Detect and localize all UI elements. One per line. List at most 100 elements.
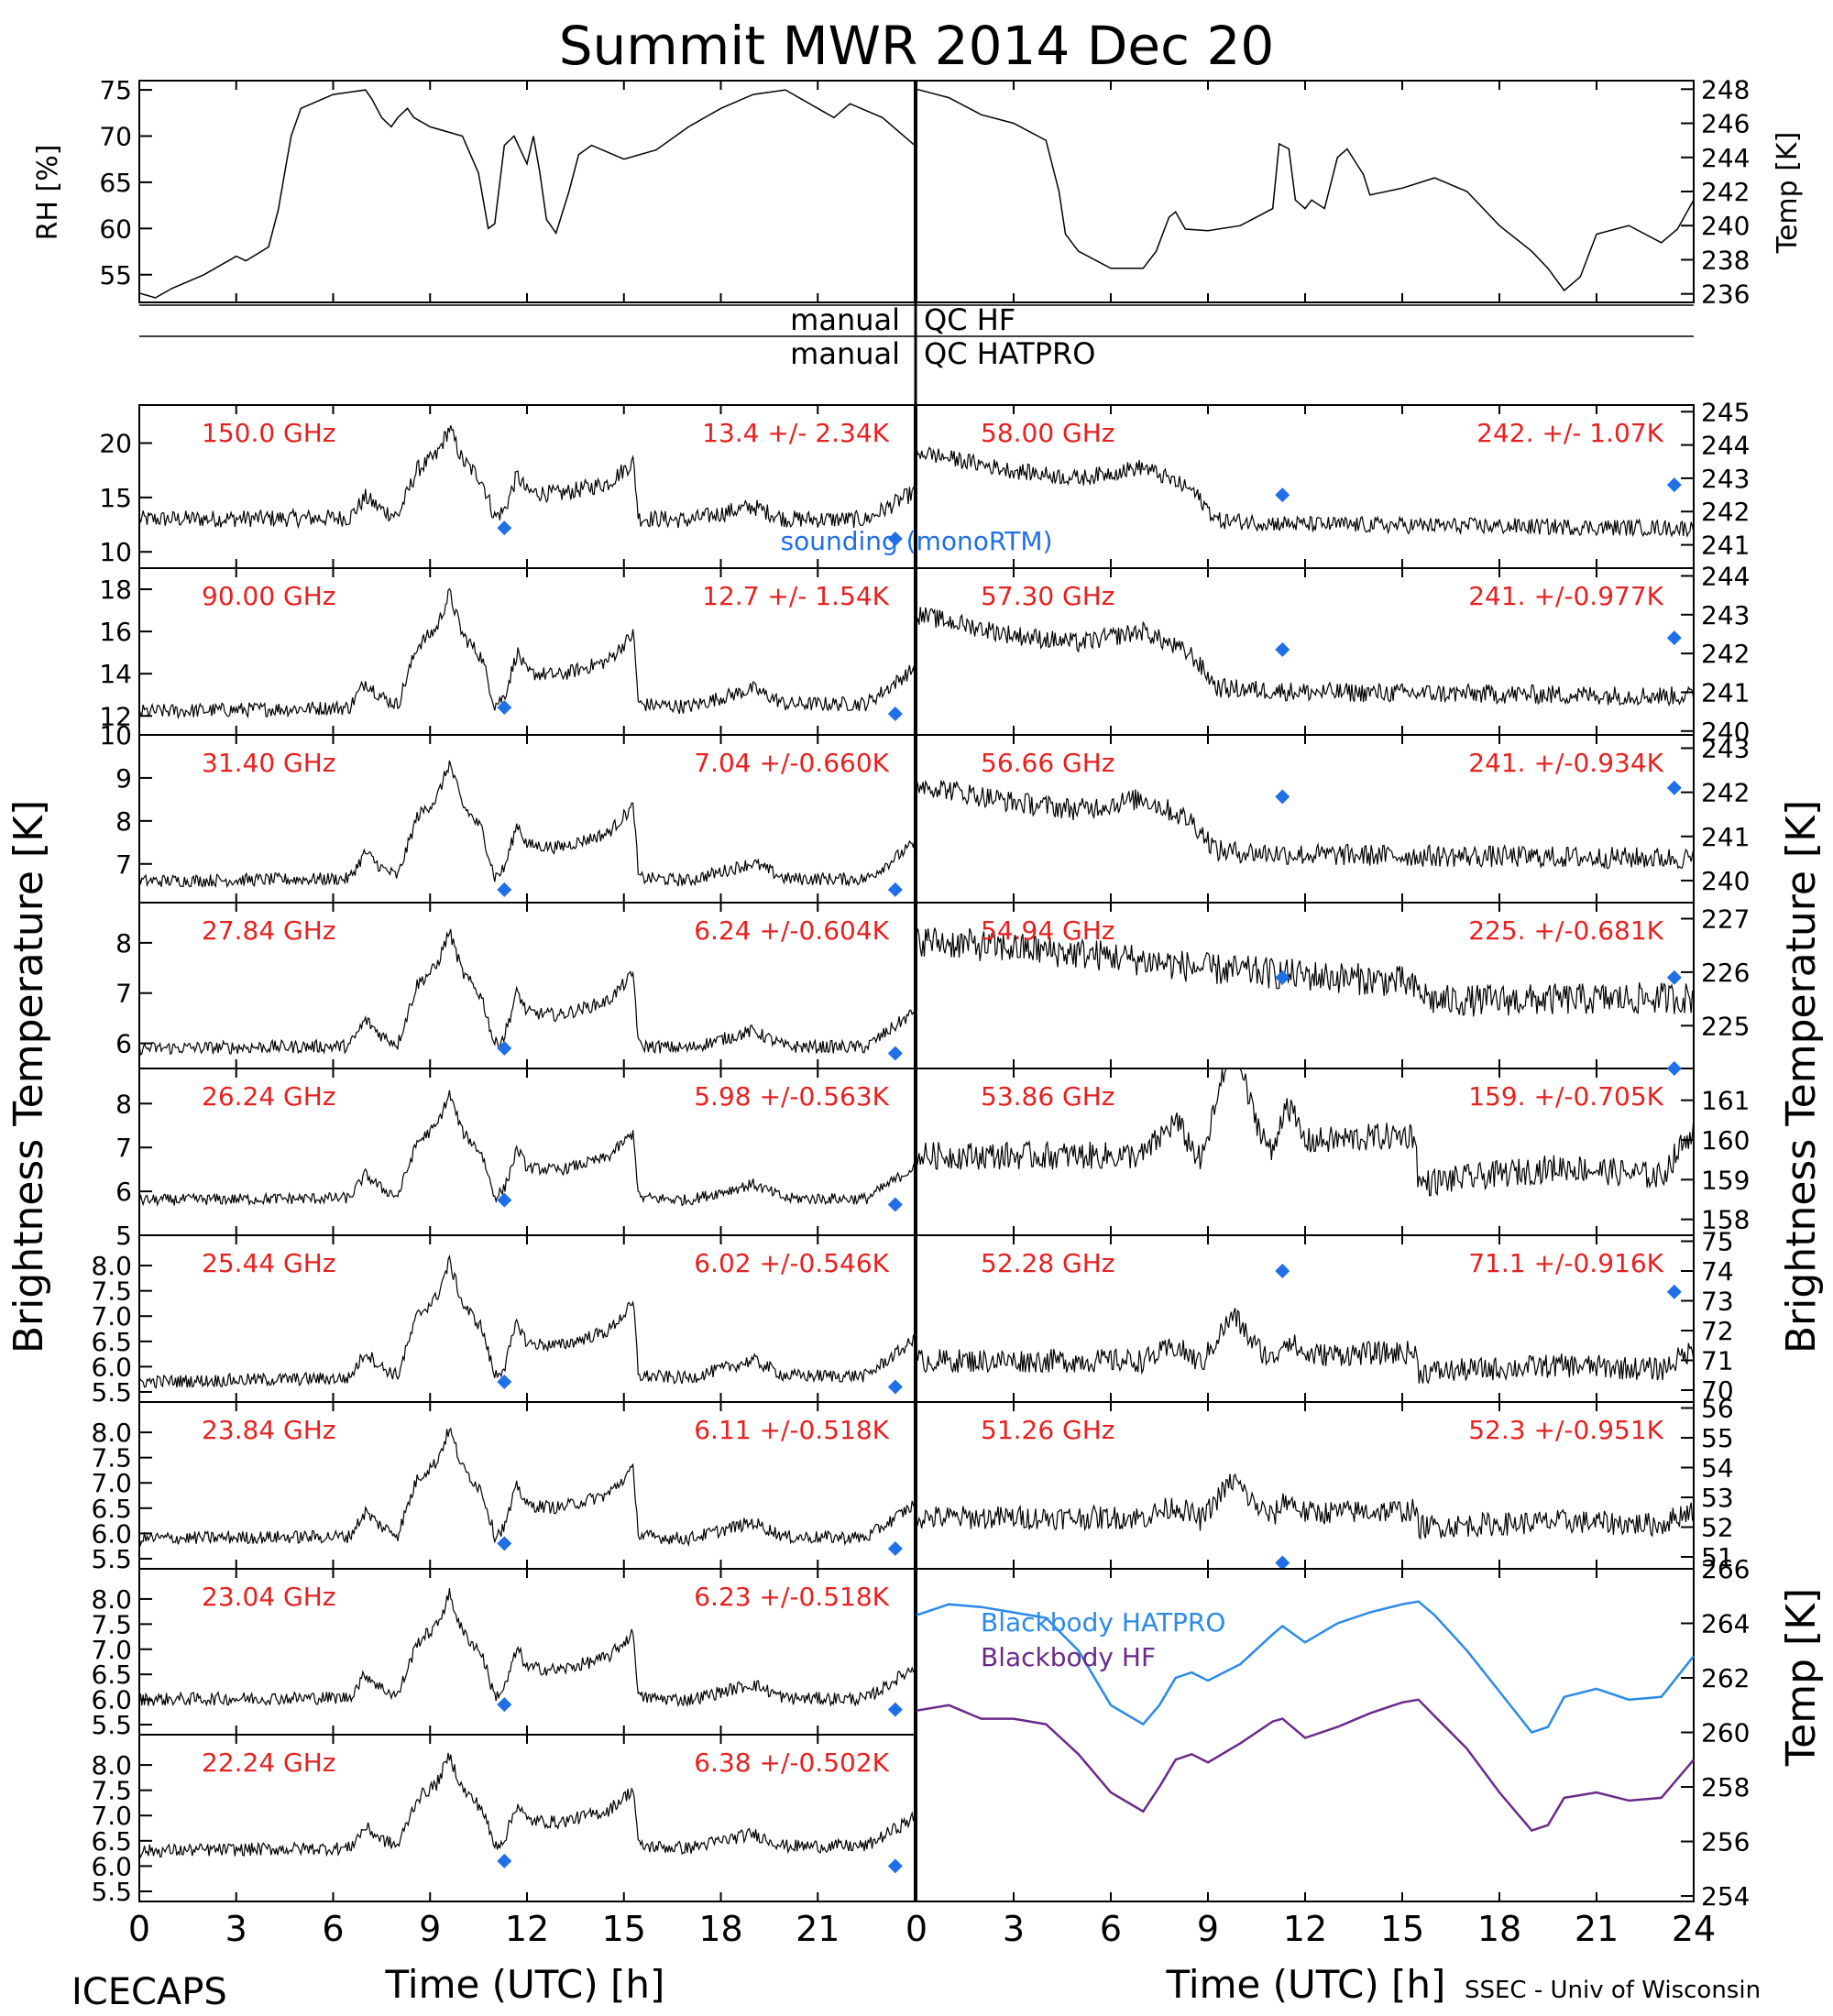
ch-3140-freq-label: 31.40 GHz xyxy=(202,748,336,778)
ch-5666-axis-ytick-label: 240 xyxy=(1701,866,1750,896)
ch-5730-axis-ytick-label: 242 xyxy=(1701,639,1750,669)
blackbody-hf-line xyxy=(916,1698,1695,1833)
ch-3140-axis-ytick-label: 10 xyxy=(99,720,132,751)
x-tick-label-left: 18 xyxy=(698,1909,742,1949)
ch-2384-axis-ytick-label: 6.5 xyxy=(91,1494,132,1524)
ch-2544-axis-ytick-label: 6.0 xyxy=(91,1352,132,1382)
rh-axis-ytick-label: 65 xyxy=(99,168,132,198)
blackbody-axis-ytick-label: 262 xyxy=(1701,1663,1750,1693)
ch-2384-axis-ytick-label: 7.5 xyxy=(91,1443,132,1474)
rh-axis-ytick-label: 60 xyxy=(99,214,132,244)
ch-5386-sounding-marker xyxy=(1666,1061,1682,1076)
blackbody-hf-legend: Blackbody HF xyxy=(981,1642,1156,1672)
ch-2304-sounding-marker xyxy=(497,1697,512,1713)
ch-2544-freq-label: 25.44 GHz xyxy=(202,1248,336,1278)
x-tick-label-right: 9 xyxy=(1197,1909,1219,1949)
ch-150-axis-ytick-label: 20 xyxy=(99,429,132,459)
ch-3140-series-line xyxy=(138,760,916,888)
x-tick-label-left: 0 xyxy=(128,1909,150,1949)
ch-5666-axis-ytick-label: 242 xyxy=(1701,778,1750,808)
ch-2624-axis-ytick-label: 6 xyxy=(115,1177,132,1207)
ch-150-stats-label: 13.4 +/- 2.34K xyxy=(702,418,889,448)
temp-axis-ytick-label: 236 xyxy=(1701,279,1750,310)
ch-5386-freq-label: 53.86 GHz xyxy=(981,1081,1115,1112)
ch-5126-sounding-marker xyxy=(1275,1555,1290,1571)
ch-5800-axis-ytick-label: 242 xyxy=(1701,497,1750,527)
ch-5730-axis-ytick-label: 244 xyxy=(1701,561,1750,591)
ch-2544-sounding-marker xyxy=(887,1379,903,1395)
ch-3140-axis-ytick-label: 7 xyxy=(115,849,132,880)
ch-2224-axis-ytick-label: 7.5 xyxy=(91,1776,132,1806)
ch-90-axis-ytick-label: 14 xyxy=(99,659,132,689)
ch-2784-axis-ytick-label: 6 xyxy=(115,1029,132,1059)
ch-90-freq-label: 90.00 GHz xyxy=(202,581,336,611)
ch-2384-axis-ytick-label: 7.0 xyxy=(91,1468,132,1498)
x-axis-label-left: Time (UTC) [h] xyxy=(385,1962,665,2007)
ch-5228-freq-label: 52.28 GHz xyxy=(981,1248,1115,1278)
ch-5126-axis-ytick-label: 51 xyxy=(1701,1542,1734,1572)
x-tick-label-right: 15 xyxy=(1380,1909,1424,1949)
ch-2544-sounding-marker xyxy=(497,1374,512,1389)
figure-title: Summit MWR 2014 Dec 20 xyxy=(559,15,1275,77)
ch-5666-series-line xyxy=(916,779,1695,870)
ch-2304-axis-ytick-label: 7.0 xyxy=(91,1635,132,1665)
ch-2304-axis-ytick-label: 7.5 xyxy=(91,1609,132,1639)
x-tick-label-left: 9 xyxy=(419,1909,441,1949)
x-tick-label-left: 6 xyxy=(322,1909,344,1949)
ch-2384-sounding-marker xyxy=(497,1536,512,1551)
temp-series-line xyxy=(916,88,1695,292)
ch-2784-stats-label: 6.24 +/-0.604K xyxy=(694,915,889,946)
ch-3140-axis-ytick-label: 8 xyxy=(115,806,132,837)
ch-2304-series-line xyxy=(138,1588,916,1708)
ch-150-series-line xyxy=(138,425,916,530)
ch-2384-axis-ytick-label: 5.5 xyxy=(91,1544,132,1574)
ch-2784-freq-label: 27.84 GHz xyxy=(202,915,336,946)
blackbody-hatpro-line xyxy=(916,1600,1695,1734)
ch-2784-axis-ytick-label: 8 xyxy=(115,928,132,959)
ch-5730-stats-label: 241. +/-0.977K xyxy=(1468,581,1663,611)
ch-5126-axis-ytick-label: 53 xyxy=(1701,1483,1734,1513)
ch-2624-axis-ytick-label: 8 xyxy=(115,1089,132,1119)
ch-5730-freq-label: 57.30 GHz xyxy=(981,581,1115,611)
ch-2384-sounding-marker xyxy=(887,1540,903,1556)
ch-2224-sounding-marker xyxy=(497,1853,512,1868)
ch-5126-axis-ytick-label: 55 xyxy=(1701,1423,1734,1453)
temp-axis-ytick-label: 246 xyxy=(1701,109,1750,139)
blackbody-axis-ytick-label: 254 xyxy=(1701,1881,1750,1912)
ch-2624-axis-ytick-label: 7 xyxy=(115,1133,132,1163)
ch-5126-series-line xyxy=(916,1473,1695,1540)
ch-2384-axis-ytick-label: 8.0 xyxy=(91,1418,132,1448)
blackbody-axis-label: Temp [K] xyxy=(1778,1588,1825,1767)
ch-5126-axis-ytick-label: 52 xyxy=(1701,1513,1734,1543)
ch-5228-sounding-marker xyxy=(1275,1264,1290,1278)
ch-5386-axis-ytick-label: 160 xyxy=(1701,1125,1750,1156)
ch-5494-axis-ytick-label: 225 xyxy=(1701,1011,1750,1041)
ch-2304-axis-ytick-label: 6.5 xyxy=(91,1660,132,1690)
ch-2304-freq-label: 23.04 GHz xyxy=(202,1582,336,1612)
right-axis-label: Brightness Temperature [K] xyxy=(1778,800,1825,1353)
x-tick-label-left: 21 xyxy=(796,1909,840,1949)
x-tick-label-left: 15 xyxy=(602,1909,646,1949)
ch-2624-sounding-marker xyxy=(887,1197,903,1212)
ch-5494-axis-ytick-label: 226 xyxy=(1701,958,1750,988)
ch-2784-series-line xyxy=(138,928,916,1056)
ch-2304-axis-ytick-label: 5.5 xyxy=(91,1710,132,1740)
ch-5666-axis-ytick-label: 243 xyxy=(1701,733,1750,763)
ch-3140-stats-label: 7.04 +/-0.660K xyxy=(694,748,889,778)
ch-5800-stats-label: 242. +/- 1.07K xyxy=(1476,418,1663,448)
ch-2544-axis-ytick-label: 5.5 xyxy=(91,1377,132,1408)
ch-5800-sounding-marker xyxy=(1666,477,1682,493)
ch-2304-axis-ytick-label: 6.0 xyxy=(91,1685,132,1715)
ch-5800-axis-ytick-label: 245 xyxy=(1701,397,1750,427)
ch-5126-freq-label: 51.26 GHz xyxy=(981,1415,1115,1445)
ch-2304-sounding-marker xyxy=(887,1702,903,1717)
ch-150-axis-ytick-label: 15 xyxy=(99,483,132,513)
ch-2784-sounding-marker xyxy=(497,1041,512,1057)
rh-axis-ytick-label: 75 xyxy=(99,75,132,105)
ch-5386-axis-ytick-label: 159 xyxy=(1701,1165,1750,1195)
ch-2544-axis-ytick-label: 7.5 xyxy=(91,1276,132,1307)
ch-3140-sounding-marker xyxy=(887,882,903,897)
blackbody-axis-ytick-label: 258 xyxy=(1701,1772,1750,1802)
blackbody-hatpro-legend: Blackbody HATPRO xyxy=(981,1607,1225,1638)
